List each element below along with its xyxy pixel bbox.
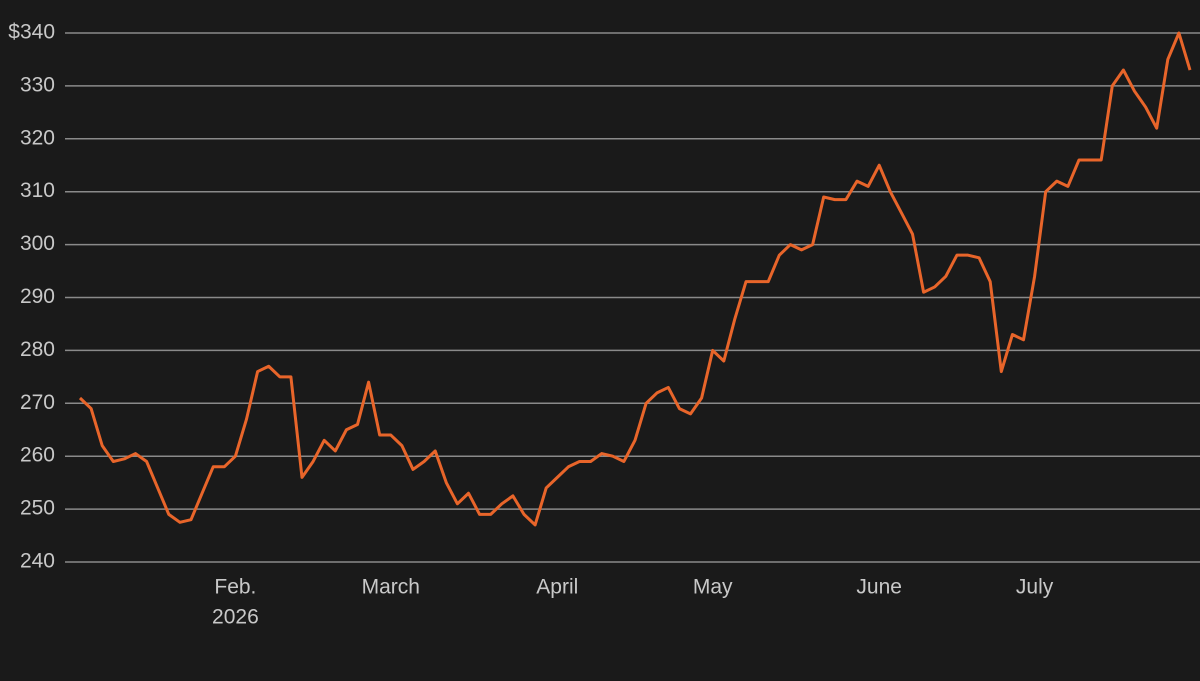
y-tick-label: 250	[20, 497, 55, 520]
x-tick-year: 2026	[212, 606, 259, 629]
y-tick-label: 240	[20, 550, 55, 573]
x-tick-label: May	[693, 576, 733, 599]
y-tick-label: 310	[20, 179, 55, 202]
y-tick-label: $340	[8, 21, 55, 44]
x-tick-label: June	[856, 576, 902, 599]
y-tick-label: 290	[20, 285, 55, 308]
x-tick-label: July	[1016, 576, 1054, 599]
y-tick-label: 260	[20, 444, 55, 467]
y-tick-label: 280	[20, 338, 55, 361]
price-line	[78, 31, 1192, 527]
x-tick-label: March	[362, 576, 420, 599]
y-tick-label: 270	[20, 391, 55, 414]
y-tick-label: 330	[20, 73, 55, 96]
x-tick-label: Feb.	[214, 576, 256, 599]
y-tick-label: 320	[20, 126, 55, 149]
y-tick-label: 300	[20, 232, 55, 255]
x-tick-label: April	[536, 576, 578, 599]
